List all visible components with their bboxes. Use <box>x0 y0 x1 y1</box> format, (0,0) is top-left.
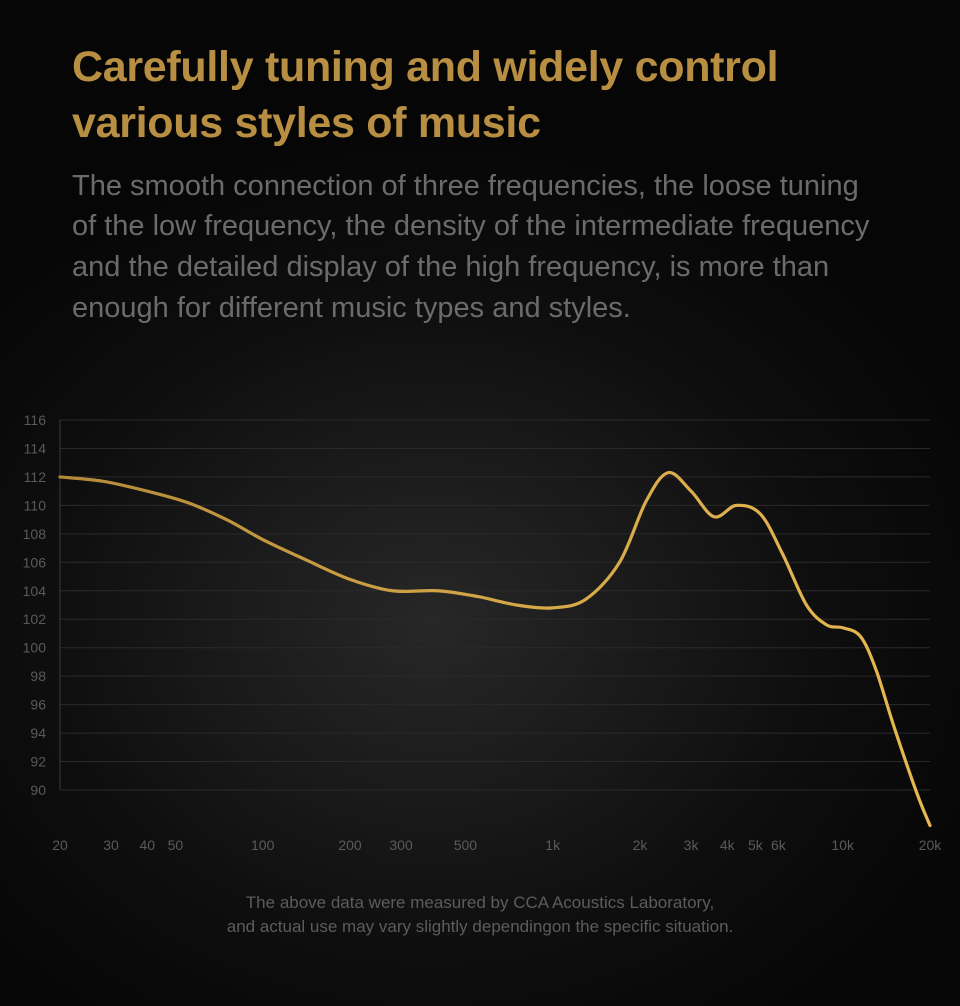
chart-footnote: The above data were measured by CCA Acou… <box>0 891 960 940</box>
y-tick-label: 108 <box>23 526 47 542</box>
y-tick-label: 98 <box>30 668 46 684</box>
y-tick-label: 102 <box>23 611 47 627</box>
y-tick-label: 104 <box>23 583 47 599</box>
footnote-line-2: and actual use may vary slightly dependi… <box>227 917 734 936</box>
page-title: Carefully tuning and widely control vari… <box>72 40 888 152</box>
x-tick-label: 100 <box>251 837 275 853</box>
page-root: Carefully tuning and widely control vari… <box>0 0 960 1006</box>
title-line-2: various styles of music <box>72 99 541 147</box>
x-tick-label: 200 <box>338 837 362 853</box>
frequency-response-line <box>60 473 930 826</box>
x-tick-label: 10k <box>831 837 855 853</box>
x-tick-label: 40 <box>140 837 156 853</box>
y-tick-label: 96 <box>30 697 46 713</box>
x-tick-label: 2k <box>633 837 649 853</box>
x-tick-label: 500 <box>454 837 478 853</box>
y-tick-label: 94 <box>30 725 46 741</box>
x-tick-label: 300 <box>389 837 413 853</box>
y-tick-label: 114 <box>24 440 47 456</box>
y-tick-label: 112 <box>24 469 47 485</box>
y-tick-label: 110 <box>24 497 47 513</box>
x-tick-label: 30 <box>103 837 119 853</box>
x-tick-label: 20 <box>52 837 68 853</box>
title-line-1: Carefully tuning and widely control <box>72 43 778 91</box>
y-tick-label: 92 <box>30 754 46 770</box>
x-tick-label: 1k <box>545 837 561 853</box>
x-tick-label: 4k <box>720 837 736 853</box>
x-tick-label: 50 <box>168 837 184 853</box>
x-tick-label: 20k <box>919 837 943 853</box>
frequency-response-chart: 90 92 94 96 98 100 102 104 106 108 110 112 114 116 20 3… <box>0 410 960 880</box>
x-tick-label: 5k <box>748 837 764 853</box>
y-tick-label: 106 <box>23 554 47 570</box>
page-subtitle: The smooth connection of three frequenci… <box>72 166 888 328</box>
chart-svg: 90 92 94 96 98 100 102 104 106 108 110 112 114 116 20 3… <box>0 410 960 870</box>
y-tick-label: 100 <box>23 640 47 656</box>
y-tick-label: 90 <box>30 782 46 798</box>
x-tick-label: 3k <box>684 837 700 853</box>
x-tick-label: 6k <box>771 837 787 853</box>
footnote-line-1: The above data were measured by CCA Acou… <box>246 893 714 912</box>
y-tick-label: 116 <box>24 412 47 428</box>
